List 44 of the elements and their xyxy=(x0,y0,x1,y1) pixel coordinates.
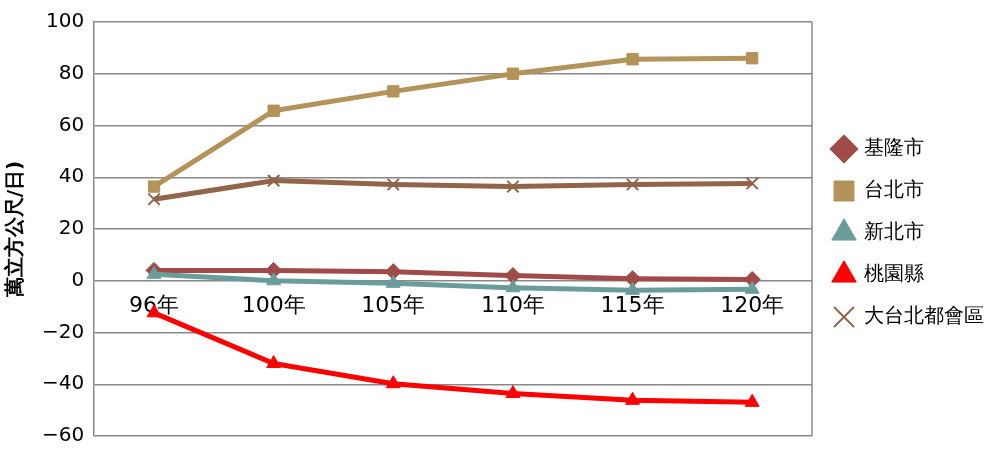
point xyxy=(385,274,401,288)
point xyxy=(626,53,639,66)
point xyxy=(387,85,400,98)
x-tick-label: 110年 xyxy=(480,291,545,317)
y-tick-label: 40 xyxy=(58,163,85,188)
y-tick-label: 20 xyxy=(58,215,85,240)
legend-label: 基隆市 xyxy=(864,135,924,160)
x-tick-label: 105年 xyxy=(361,291,426,317)
point xyxy=(625,281,640,295)
point xyxy=(506,67,520,80)
point xyxy=(625,177,640,192)
y-tick-label: 0 xyxy=(71,266,85,291)
point xyxy=(625,391,640,405)
x-tick-label: 100年 xyxy=(241,291,306,317)
point xyxy=(505,385,521,399)
point xyxy=(744,393,760,407)
y-tick-label: 80 xyxy=(58,59,85,84)
x-tick-label: 120年 xyxy=(720,291,785,317)
point xyxy=(267,104,280,117)
y-tick-label: 60 xyxy=(58,111,85,136)
y-tick-label: 100 xyxy=(46,8,85,33)
y-axis-title: 萬立方公尺/日) xyxy=(2,160,27,299)
y-tick-label: −20 xyxy=(41,318,85,343)
y-tick-label: −60 xyxy=(41,422,85,447)
point xyxy=(385,375,401,389)
point xyxy=(147,180,161,193)
point xyxy=(505,279,521,293)
point xyxy=(506,179,520,194)
y-tick-label: −40 xyxy=(41,370,85,395)
point xyxy=(266,272,282,286)
legend-label: 大台北都會區 xyxy=(864,303,984,328)
point xyxy=(745,176,759,191)
point xyxy=(746,52,759,65)
legend-label: 新北市 xyxy=(864,219,924,244)
point xyxy=(744,280,760,294)
point xyxy=(146,265,162,279)
point xyxy=(147,192,161,206)
point xyxy=(386,177,400,192)
point xyxy=(267,173,281,188)
point xyxy=(266,355,282,369)
legend-label: 台北市 xyxy=(864,177,924,202)
x-tick-label: 115年 xyxy=(600,291,665,317)
legend-label: 桃園縣 xyxy=(864,261,924,286)
point xyxy=(504,267,522,285)
